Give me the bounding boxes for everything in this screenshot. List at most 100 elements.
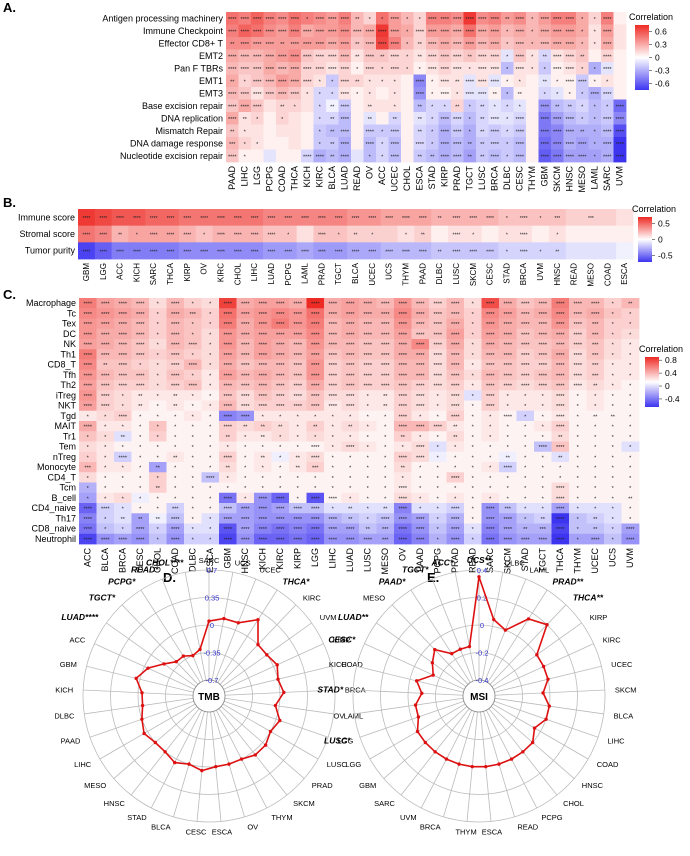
heatmap-cell xyxy=(376,380,395,391)
heatmap-cell xyxy=(394,431,412,442)
significance-label: * xyxy=(472,517,475,523)
heatmap-cell xyxy=(534,359,552,371)
heatmap-cell xyxy=(351,49,364,63)
heatmap-cell xyxy=(184,349,202,360)
heatmap-cell xyxy=(254,328,272,340)
heatmap-cell xyxy=(526,87,539,100)
heatmap-cell xyxy=(96,328,115,340)
significance-label: * xyxy=(612,527,615,533)
heatmap-cell xyxy=(306,421,325,432)
row-label: Tr1 xyxy=(63,431,76,441)
heatmap-cell xyxy=(446,533,465,545)
significance-label: **** xyxy=(453,117,462,123)
significance-label: * xyxy=(139,486,142,492)
heatmap-cell xyxy=(429,451,447,463)
significance-label: * xyxy=(139,476,142,482)
significance-label: * xyxy=(629,466,632,472)
significance-label: * xyxy=(419,486,422,492)
heatmap-cell xyxy=(289,359,307,371)
significance-label: * xyxy=(542,486,545,492)
significance-label: * xyxy=(104,496,107,502)
heatmap-cell xyxy=(313,37,327,50)
heatmap-cell xyxy=(184,431,202,442)
radar-point xyxy=(457,762,461,766)
significance-label: * xyxy=(209,332,212,338)
heatmap-cell xyxy=(359,390,377,401)
heatmap-cell xyxy=(488,12,502,25)
heatmap-cell xyxy=(96,308,115,319)
heatmap-cell xyxy=(604,492,622,504)
heatmap-cell xyxy=(184,359,202,371)
heatmap-cell xyxy=(351,12,364,25)
heatmap-cell xyxy=(271,318,290,330)
heatmap-cell xyxy=(131,533,150,545)
heatmap-cell xyxy=(254,400,272,412)
significance-label: **** xyxy=(223,302,232,308)
heatmap-cell xyxy=(236,513,255,524)
significance-label: ** xyxy=(355,17,360,23)
heatmap-cell xyxy=(516,390,535,401)
significance-label: * xyxy=(157,384,160,390)
heatmap-cell xyxy=(501,12,514,25)
significance-label: * xyxy=(629,414,632,420)
heatmap-cell xyxy=(563,99,577,113)
significance-label: * xyxy=(454,496,457,502)
significance-label: * xyxy=(157,322,160,328)
significance-label: * xyxy=(489,425,492,431)
column-label: LUSC xyxy=(363,548,373,573)
radar-point xyxy=(544,717,548,721)
heatmap-cell xyxy=(429,472,447,483)
heatmap-cell xyxy=(238,49,252,63)
significance-label: * xyxy=(209,445,212,451)
heatmap-cell xyxy=(341,298,360,309)
significance-label: * xyxy=(402,476,405,482)
significance-label: * xyxy=(349,496,352,502)
heatmap-cell xyxy=(429,390,447,401)
significance-label: **** xyxy=(521,537,530,543)
significance-label: * xyxy=(244,445,247,451)
significance-label: ** xyxy=(278,425,283,431)
row-label: Tex xyxy=(62,319,77,329)
column-label: PRAD xyxy=(317,263,326,285)
heatmap-cell xyxy=(96,533,115,545)
significance-label: ** xyxy=(348,425,353,431)
heatmap-cell xyxy=(306,472,325,483)
significance-label: * xyxy=(594,394,597,400)
significance-label: **** xyxy=(101,394,110,400)
heatmap-cell xyxy=(501,124,514,138)
heatmap-cell xyxy=(324,421,342,432)
significance-label: * xyxy=(469,104,472,110)
heatmap-cell xyxy=(238,124,252,138)
heatmap-cell xyxy=(149,369,167,381)
column-label: TGCT xyxy=(334,263,343,285)
heatmap-cell xyxy=(621,431,640,442)
significance-label: **** xyxy=(453,129,462,135)
radar-point xyxy=(467,644,472,649)
significance-label: **** xyxy=(398,517,407,523)
significance-label: **** xyxy=(328,363,337,369)
significance-label: **** xyxy=(538,332,547,338)
significance-label: * xyxy=(256,117,259,123)
heatmap-cell xyxy=(79,533,97,545)
heatmap-cell xyxy=(481,380,500,391)
heatmap-cell xyxy=(326,87,339,100)
significance-label: * xyxy=(559,466,562,472)
significance-label: **** xyxy=(433,332,442,338)
heatmap-cell xyxy=(451,149,464,163)
significance-label: ** xyxy=(543,54,548,60)
significance-label: * xyxy=(594,476,597,482)
radar-point xyxy=(526,617,531,621)
heatmap-cell xyxy=(326,12,339,25)
heatmap-cell xyxy=(388,12,402,25)
heatmap-cell xyxy=(201,492,220,504)
column-label: ACC xyxy=(116,263,125,280)
significance-label: * xyxy=(556,92,559,98)
heatmap-cell xyxy=(464,349,482,360)
heatmap-cell xyxy=(306,533,325,545)
column-label: SKCM xyxy=(469,263,478,286)
significance-label: **** xyxy=(556,507,565,513)
heatmap-cell xyxy=(394,472,412,483)
column-label: KIRC xyxy=(275,548,285,570)
significance-label: **** xyxy=(553,117,562,123)
heatmap-cell xyxy=(621,523,640,535)
